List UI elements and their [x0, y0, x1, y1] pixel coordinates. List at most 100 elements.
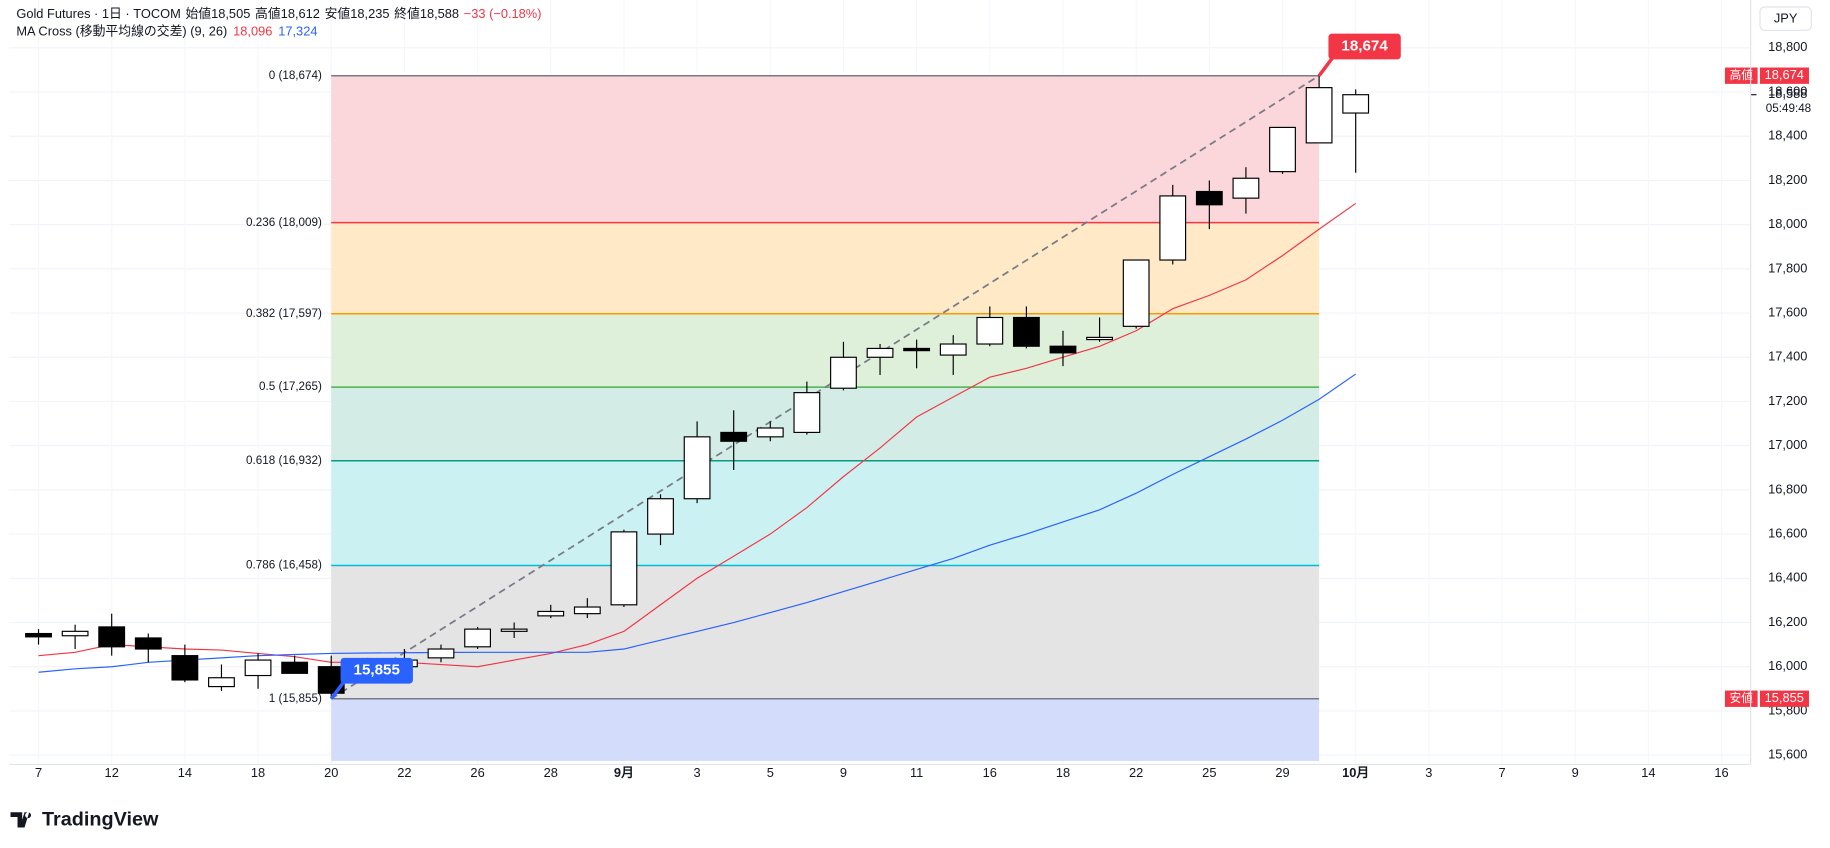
- last-price: 18,588: [1768, 86, 1807, 101]
- candle-body: [903, 347, 931, 352]
- fib-band: [331, 460, 1320, 566]
- indicator-name: MA Cross (移動平均線の交差) (9, 26): [16, 24, 227, 39]
- symbol: Gold Futures · 1日 · TOCOM: [16, 7, 180, 22]
- candle-body: [610, 531, 638, 606]
- candle-body: [1159, 195, 1187, 261]
- x-tick-label: 18: [251, 765, 265, 780]
- header-line: Gold Futures · 1日 · TOCOM 始値18,505 高値18,61…: [16, 7, 541, 22]
- x-tick-label: 25: [1202, 765, 1216, 780]
- candle-body: [573, 606, 601, 615]
- candle-body: [1012, 316, 1040, 347]
- y-tick-label: 16,600: [1768, 525, 1807, 540]
- candle-body: [830, 356, 857, 389]
- x-tick-label: 5: [767, 765, 774, 780]
- candle-body: [208, 677, 235, 688]
- currency-box[interactable]: [1759, 6, 1812, 31]
- candle-body: [1305, 87, 1333, 144]
- y-tick-label: 18,800: [1768, 39, 1807, 54]
- y-tick-label: 18,400: [1768, 128, 1807, 143]
- ohlc-label: 始値: [185, 7, 211, 22]
- callout-pointer: [1317, 55, 1335, 77]
- x-tick-label: 14: [1641, 765, 1655, 780]
- currency: JPY: [1774, 11, 1798, 26]
- low-callout-label: 15,855: [354, 662, 400, 679]
- y-tick-label: 17,800: [1768, 260, 1807, 275]
- fib-label: 0.5 (17,265): [259, 380, 322, 393]
- ohlc-label: 高値: [255, 7, 281, 22]
- x-tick-label: 7: [35, 765, 42, 780]
- fib-band: [331, 222, 1320, 314]
- candle-body: [1086, 336, 1113, 341]
- candle-body: [866, 347, 894, 358]
- candle-body: [61, 630, 89, 637]
- indicator-value: 17,324: [278, 24, 317, 39]
- candle-body: [647, 498, 674, 535]
- y-tick-label: 16,000: [1768, 658, 1807, 673]
- x-tick-label: 29: [1275, 765, 1289, 780]
- low-callout: [340, 657, 413, 684]
- low-price-value-box: [1759, 690, 1809, 707]
- candle-body: [464, 628, 491, 648]
- y-tick-label: 18,000: [1768, 216, 1807, 231]
- candle-body: [793, 392, 821, 434]
- fib-label: 0 (18,674): [269, 69, 322, 82]
- x-tick-label: 20: [324, 765, 338, 780]
- candle-body: [427, 648, 455, 659]
- logo-mark: [10, 812, 31, 828]
- ohlc-value: 18,505: [211, 7, 250, 22]
- candle-body: [1232, 177, 1260, 199]
- high-price-tag-box: [1724, 67, 1758, 84]
- countdown: 05:49:48: [1766, 102, 1811, 115]
- high-callout: [1328, 33, 1401, 60]
- low-price-value: 15,855: [1765, 690, 1804, 705]
- candle-body: [281, 661, 309, 674]
- candle-body: [1122, 259, 1150, 327]
- candle-body: [1342, 94, 1370, 114]
- y-tick-label: 16,800: [1768, 481, 1807, 496]
- y-tick-label: 16,400: [1768, 570, 1807, 585]
- low-price-tag: 安値: [1730, 691, 1754, 705]
- x-tick-label: 3: [1425, 765, 1432, 780]
- candle-body: [720, 431, 748, 442]
- brand-logo[interactable]: TradingView: [10, 809, 160, 831]
- candle-body: [537, 610, 565, 617]
- y-tick-label: 17,400: [1768, 349, 1807, 364]
- x-tick-label: 11: [910, 765, 923, 780]
- x-tick-label: 28: [544, 765, 558, 780]
- x-tick-label: 9: [840, 765, 847, 780]
- low-price-tag-box: [1724, 690, 1758, 707]
- candle-body: [1195, 190, 1223, 206]
- ohlc-value: 18,235: [350, 7, 389, 22]
- fib-band: [331, 75, 1320, 223]
- fib-label: 1 (15,855): [269, 692, 322, 705]
- fib-band: [331, 698, 1320, 761]
- indicator-line: MA Cross (移動平均線の交差) (9, 26) 18,096 17,324: [16, 24, 317, 39]
- x-tick-label: 9: [1572, 765, 1579, 780]
- x-tick-label: 16: [1714, 765, 1728, 780]
- candle-body: [134, 637, 162, 650]
- x-tick-label: 18: [1056, 765, 1070, 780]
- candle-body: [1049, 345, 1077, 354]
- candle-body: [976, 316, 1004, 345]
- ohlc-value: 18,612: [281, 7, 320, 22]
- y-tick-label: 17,000: [1768, 437, 1807, 452]
- x-tick-label: 7: [1498, 765, 1505, 780]
- x-tick-label: 12: [105, 765, 119, 780]
- x-tick-label: 14: [178, 765, 192, 780]
- candle-body: [171, 655, 199, 681]
- brand: TradingView: [42, 809, 159, 831]
- candle-body: [25, 632, 52, 638]
- high-price-value-box: [1759, 67, 1809, 84]
- fib-label: 0.382 (17,597): [246, 307, 322, 320]
- high-price-tag: 高値: [1730, 68, 1754, 82]
- indicator-value: 18,096: [233, 24, 272, 39]
- candle-body: [683, 436, 711, 500]
- high-price-value: 18,674: [1765, 67, 1804, 82]
- y-tick-label: 15,600: [1768, 746, 1807, 761]
- ohlc-label: 終値: [394, 7, 420, 22]
- candle-body: [756, 427, 784, 438]
- x-tick-label: 9月: [614, 765, 634, 780]
- y-tick-label: 17,200: [1768, 393, 1807, 408]
